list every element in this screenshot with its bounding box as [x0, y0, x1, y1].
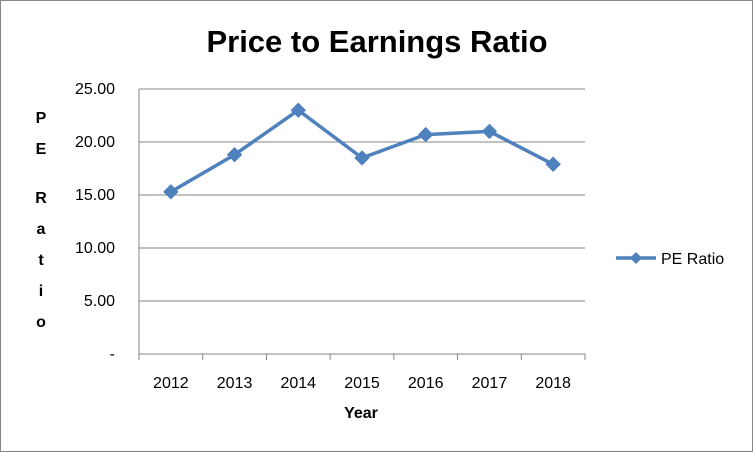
- axes: [138, 89, 586, 360]
- y-axis-title-letter: a: [37, 221, 46, 238]
- legend: PE Ratio: [616, 251, 724, 268]
- gridlines: [139, 88, 585, 302]
- x-tick-label: 2015: [344, 375, 380, 392]
- x-tick-label: 2014: [280, 375, 316, 392]
- x-tick-label: 2012: [153, 375, 189, 392]
- y-tick-label: -: [110, 346, 115, 363]
- y-tick-label: 5.00: [84, 293, 115, 310]
- x-tick-label: 2016: [408, 375, 444, 392]
- y-tick-label: 20.00: [75, 134, 115, 151]
- data-point: [226, 147, 243, 163]
- data-point: [481, 123, 498, 140]
- legend-swatch-marker: [630, 252, 642, 264]
- y-tick-label: 15.00: [75, 187, 115, 204]
- y-tick-label: 10.00: [75, 240, 115, 257]
- y-axis-title-letter: t: [38, 252, 44, 269]
- y-tick-label: 25.00: [75, 81, 115, 98]
- x-tick-label: 2017: [472, 375, 508, 392]
- legend-label: PE Ratio: [661, 251, 724, 268]
- y-axis-title-letter: o: [36, 314, 46, 331]
- y-axis-title-letter: P: [36, 110, 47, 127]
- x-tick-labels: 2012 2013 2014 2015 2016 2017 2018: [153, 375, 571, 392]
- y-axis-title: PE Ratio: [35, 110, 47, 331]
- chart-title: Price to Earnings Ratio: [206, 24, 547, 59]
- data-point: [163, 184, 179, 200]
- data-point: [290, 102, 306, 118]
- x-tick-label: 2018: [535, 375, 571, 392]
- data-point: [418, 126, 434, 143]
- y-tick-labels: - 5.00 10.00 15.00 20.00 25.00: [75, 81, 115, 363]
- x-tick-label: 2013: [217, 375, 253, 392]
- data-point: [545, 156, 561, 172]
- y-axis-title-letter: E: [36, 141, 47, 158]
- y-axis-title-letter: i: [39, 283, 43, 300]
- y-axis-title-letter: R: [35, 190, 47, 207]
- x-axis-title: Year: [344, 405, 378, 422]
- data-point: [354, 150, 370, 166]
- series-pe-ratio: [163, 102, 561, 200]
